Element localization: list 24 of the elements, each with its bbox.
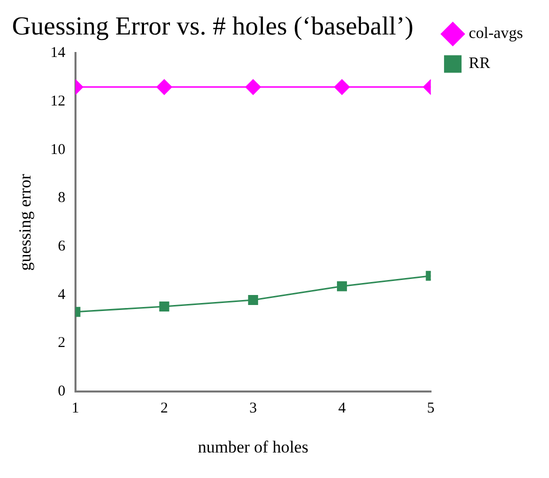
x-tick-label: 1 <box>72 400 80 417</box>
y-tick-label: 0 <box>58 384 66 400</box>
x-tick-label: 4 <box>338 400 346 417</box>
chart-title: Guessing Error vs. # holes (‘baseball’) <box>12 11 414 40</box>
y-tick-label: 8 <box>58 190 66 206</box>
point <box>156 79 172 95</box>
point <box>245 79 261 95</box>
x-tick-label: 5 <box>427 400 435 417</box>
point <box>248 295 258 305</box>
x-tick-label: 3 <box>249 400 257 417</box>
point <box>334 79 350 95</box>
point <box>336 281 347 292</box>
point <box>159 302 170 312</box>
y-axis-title: guessing error <box>16 174 35 271</box>
y-tick-label: 6 <box>58 238 66 255</box>
y-tick-label: 4 <box>58 286 66 303</box>
x-tick-label: 2 <box>160 400 168 417</box>
x-axis-title: number of holes <box>198 437 308 456</box>
y-tick-label: 10 <box>50 142 66 158</box>
legend-label: RR <box>468 55 490 72</box>
legend-label: col-avgs <box>468 25 523 42</box>
y-tick-label: 14 <box>50 45 66 62</box>
y-tick-label: 12 <box>50 93 66 110</box>
y-tick-label: 2 <box>58 335 66 352</box>
